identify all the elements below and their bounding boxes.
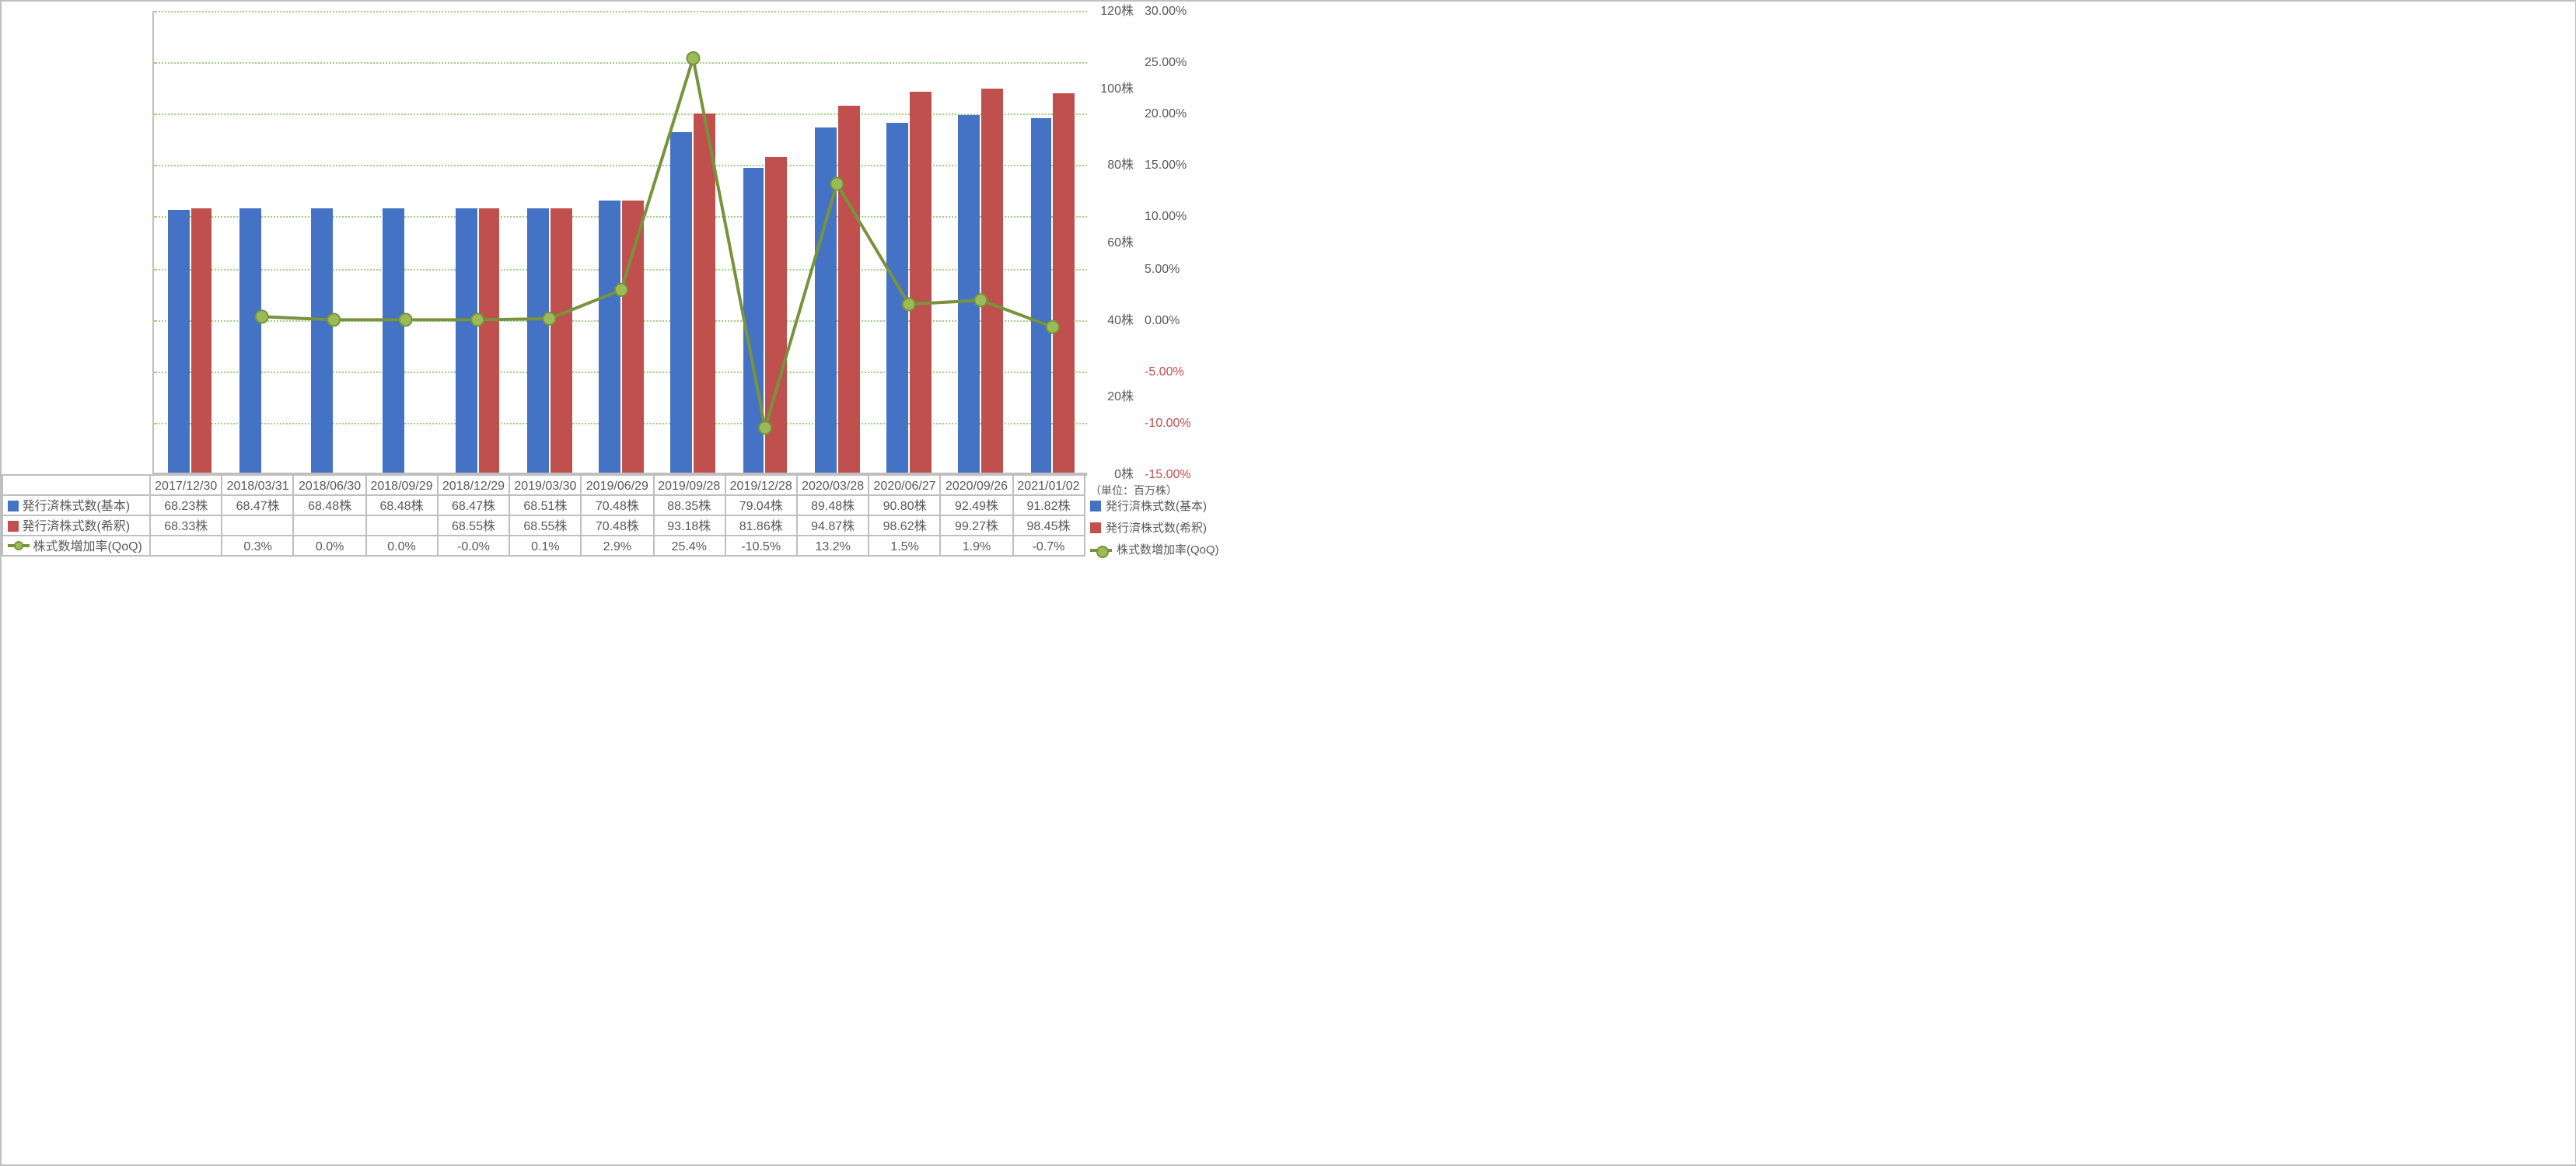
y-right-tick: 5.00% [1145,261,1180,275]
table-category: 2020/09/26 [941,475,1012,495]
table-cell: 0.1% [509,536,581,556]
table-cell: 94.87株 [797,515,869,536]
chart-container: 0株 20株 40株 60株 80株 100株 120株 -15.00% -10.00% -5.… [0,0,2576,1166]
plot-area [152,11,1087,474]
y-right-tick: -10.00% [1145,416,1191,430]
table-category: 2019/12/28 [725,475,797,495]
y-right-tick: 10.00% [1145,210,1187,224]
table-cell [222,515,293,536]
table-category: 2019/06/29 [582,475,653,495]
table-cell [150,536,222,556]
table-cell: 0.0% [365,536,437,556]
legend-swatch-qoq [1090,548,1112,551]
y-right-tick: 0.00% [1145,312,1180,326]
table-cell: 68.55株 [509,515,581,536]
table-category: 2018/09/29 [365,475,437,495]
y-left-tick: 80株 [1107,157,1134,174]
table-cell: 92.49株 [941,495,1012,515]
table-corner [2,475,150,495]
y-left-tick: 20株 [1107,389,1134,406]
table-category: 2018/06/30 [294,475,365,495]
table-cell: 68.48株 [365,495,437,515]
legend: 発行済株式数(基本) 発行済株式数(希釈) 株式数増加率(QoQ) [1090,496,1222,561]
legend-label: 発行済株式数(希釈) [1106,519,1207,536]
y-right-tick: 30.00% [1145,4,1187,18]
y-axis-right: -15.00% -10.00% -5.00% 0.00% 5.00% 10.00% 15.0… [1145,2,1191,484]
table-category: 2018/03/31 [222,475,293,495]
table-cell: 68.47株 [438,495,509,515]
table-cell: 68.48株 [294,495,365,515]
legend-item-qoq: 株式数増加率(QoQ) [1090,539,1222,560]
table-category: 2020/03/28 [797,475,869,495]
table-row-header: 株式数増加率(QoQ) [2,536,150,556]
legend-item-diluted: 発行済株式数(希釈) [1090,518,1222,538]
legend-swatch-basic [1090,501,1101,511]
table-cell: 91.82株 [1012,495,1084,515]
table-cell: 98.62株 [869,515,940,536]
y-right-tick: 25.00% [1145,55,1187,69]
table-cell: 0.3% [222,536,293,556]
table-category: 2017/12/30 [150,475,222,495]
table-cell: 68.51株 [509,495,581,515]
table-row-header: 発行済株式数(希釈) [2,515,150,536]
table-cell: 68.47株 [222,495,293,515]
y-right-tick: -5.00% [1145,365,1184,379]
table-cell: 1.9% [941,536,1012,556]
table-category: 2020/06/27 [869,475,940,495]
table-cell: 79.04株 [725,495,797,515]
y-left-tick: 100株 [1100,79,1134,96]
y-left-tick: 60株 [1107,234,1134,251]
table-cell: 99.27株 [941,515,1012,536]
y-axis-left: 0株 20株 40株 60株 80株 100株 120株 [1090,2,1134,484]
table-cell: 93.18株 [653,515,725,536]
table-cell: -0.0% [438,536,509,556]
y-left-tick: 120株 [1100,2,1134,19]
table-category: 2019/09/28 [653,475,725,495]
y-left-tick: 40株 [1107,311,1134,328]
table-cell: 68.23株 [150,495,222,515]
table-cell: 13.2% [797,536,869,556]
legend-label: 株式数増加率(QoQ) [1117,541,1219,558]
legend-swatch-diluted [1090,522,1101,533]
legend-label: 発行済株式数(基本) [1106,497,1207,515]
table-cell: -10.5% [725,536,797,556]
table-cell: 68.55株 [438,515,509,536]
table-category: 2018/12/29 [438,475,509,495]
table-category: 2021/01/02 [1012,475,1084,495]
table-cell: 70.48株 [582,515,653,536]
y-right-tick: 15.00% [1145,159,1187,173]
table-category: 2019/03/30 [509,475,581,495]
table-cell: 98.45株 [1012,515,1084,536]
table-cell: 2.9% [582,536,653,556]
y-right-tick: 20.00% [1145,106,1187,120]
table-cell: 25.4% [653,536,725,556]
table-cell: -0.7% [1012,536,1084,556]
table-cell: 88.35株 [653,495,725,515]
table-cell [365,515,437,536]
qoq-line [154,11,1087,473]
table-cell: 81.86株 [725,515,797,536]
legend-item-basic: 発行済株式数(基本) [1090,496,1222,516]
data-table: 2017/12/302018/03/312018/06/302018/09/29… [2,474,1085,557]
table-cell: 1.5% [869,536,940,556]
table-cell: 68.33株 [150,515,222,536]
table-cell [294,515,365,536]
table-cell: 0.0% [294,536,365,556]
y-right-tick: -15.00% [1145,467,1191,481]
table-cell: 89.48株 [797,495,869,515]
table-cell: 70.48株 [582,495,653,515]
table-cell: 90.80株 [869,495,940,515]
y-left-tick: 0株 [1114,466,1134,483]
table-row-header: 発行済株式数(基本) [2,495,150,515]
